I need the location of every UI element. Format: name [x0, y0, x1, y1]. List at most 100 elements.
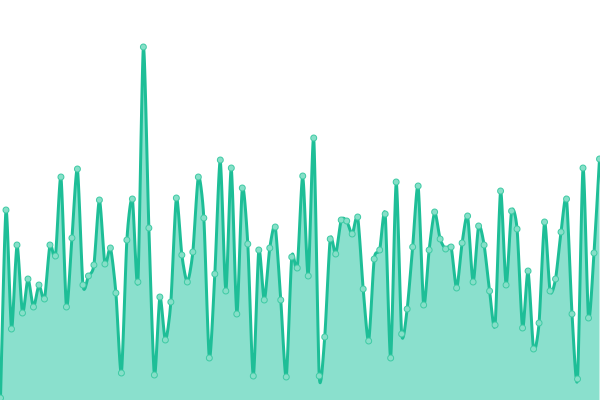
data-point	[464, 212, 472, 220]
data-point	[552, 275, 560, 283]
data-point	[35, 281, 43, 289]
data-point	[585, 314, 593, 322]
data-point	[486, 287, 494, 295]
data-point	[40, 295, 48, 303]
data-point	[183, 278, 191, 286]
data-point	[128, 195, 136, 203]
data-point	[579, 164, 587, 172]
data-point	[238, 184, 246, 192]
data-point	[497, 187, 505, 195]
data-point	[530, 345, 538, 353]
data-point	[475, 222, 483, 230]
data-point	[134, 278, 142, 286]
data-point	[519, 324, 527, 332]
data-point	[332, 250, 340, 258]
data-point	[167, 298, 175, 306]
data-point	[90, 261, 98, 269]
data-point	[194, 173, 202, 181]
data-point	[161, 336, 169, 344]
data-point	[502, 281, 510, 289]
data-point	[436, 235, 444, 243]
data-point	[84, 272, 92, 280]
data-point	[568, 310, 576, 318]
data-point	[249, 372, 257, 380]
data-point	[172, 194, 180, 202]
data-point	[101, 260, 109, 268]
data-point	[458, 239, 466, 247]
data-point	[18, 309, 26, 317]
data-point	[365, 337, 373, 345]
data-point	[491, 321, 499, 329]
data-point	[282, 373, 290, 381]
data-point	[381, 210, 389, 218]
data-point	[387, 354, 395, 362]
data-point	[304, 272, 312, 280]
data-point	[29, 303, 37, 311]
data-point	[51, 252, 59, 260]
data-point	[255, 246, 263, 254]
data-point	[57, 173, 65, 181]
data-point	[288, 253, 296, 261]
data-point	[277, 296, 285, 304]
data-point	[123, 236, 131, 244]
data-point	[271, 223, 279, 231]
data-point	[200, 214, 208, 222]
data-point	[24, 275, 32, 283]
data-point	[299, 172, 307, 180]
data-point	[79, 281, 87, 289]
data-point	[326, 235, 334, 243]
data-point	[392, 178, 400, 186]
data-point	[216, 156, 224, 164]
data-point	[596, 155, 600, 163]
data-point	[546, 287, 554, 295]
data-point	[376, 246, 384, 254]
data-point	[524, 267, 532, 275]
data-point	[508, 207, 516, 215]
data-point	[2, 206, 10, 214]
data-point	[480, 241, 488, 249]
data-point	[95, 196, 103, 204]
data-point	[0, 394, 4, 400]
data-points	[0, 43, 600, 400]
data-point	[431, 208, 439, 216]
data-point	[425, 246, 433, 254]
data-point	[112, 289, 120, 297]
data-point	[398, 330, 406, 338]
data-point	[150, 371, 158, 379]
data-point	[139, 43, 147, 51]
data-point	[222, 287, 230, 295]
data-point	[266, 244, 274, 252]
data-point	[62, 303, 70, 311]
data-point	[541, 218, 549, 226]
data-point	[590, 249, 598, 257]
data-point	[46, 241, 54, 249]
data-point	[315, 372, 323, 380]
data-point	[447, 243, 455, 251]
data-point	[73, 165, 81, 173]
data-point	[535, 319, 543, 327]
data-point	[189, 248, 197, 256]
data-point	[68, 234, 76, 242]
data-point	[337, 216, 345, 224]
data-point	[227, 164, 235, 172]
data-point	[106, 244, 114, 252]
data-point	[563, 195, 571, 203]
data-point	[370, 255, 378, 263]
data-point	[145, 224, 153, 232]
data-point	[354, 213, 362, 221]
data-point	[178, 251, 186, 259]
data-point	[420, 301, 428, 309]
data-point	[156, 293, 164, 301]
data-point	[403, 305, 411, 313]
data-point	[117, 369, 125, 377]
data-point	[244, 240, 252, 248]
data-point	[321, 333, 329, 341]
data-point	[7, 325, 15, 333]
data-point	[13, 241, 21, 249]
data-point	[414, 182, 422, 190]
data-point	[409, 243, 417, 251]
data-point	[293, 264, 301, 272]
data-point	[469, 278, 477, 286]
data-point	[343, 217, 351, 225]
